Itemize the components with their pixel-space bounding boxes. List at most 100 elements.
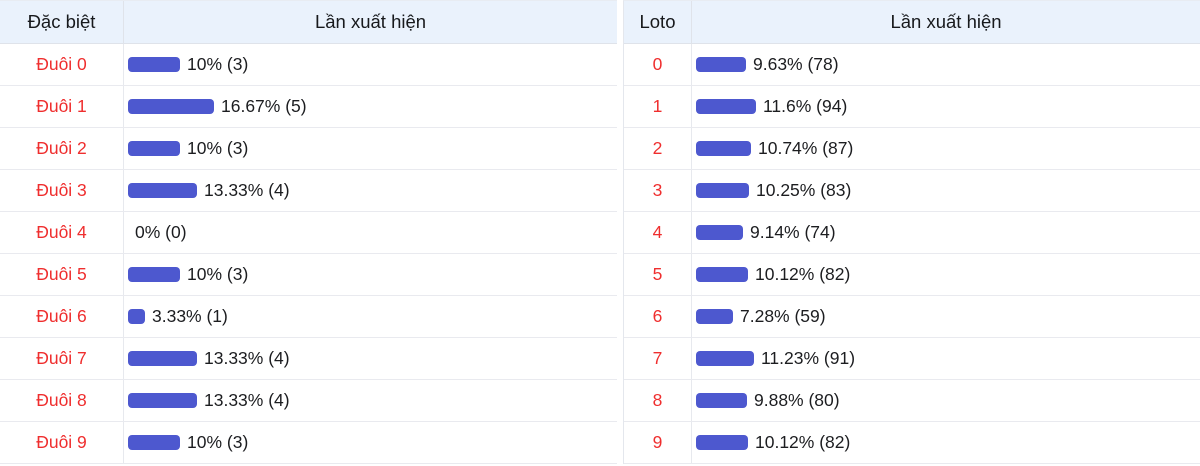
- table-row: Đuôi 5 10% (3): [0, 254, 617, 296]
- frequency-value: 10.12% (82): [755, 432, 851, 452]
- frequency-cell: 10.12% (82): [692, 422, 1200, 463]
- frequency-value: 3.33% (1): [152, 306, 228, 326]
- frequency-cell: 10% (3): [124, 254, 617, 295]
- digit-label: 3: [624, 170, 692, 211]
- table-row: Đuôi 2 10% (3): [0, 128, 617, 170]
- digit-label: 4: [624, 212, 692, 253]
- loto-stats-table: Loto Lần xuất hiện 0 9.63% (78) 1 11.6% …: [623, 0, 1200, 464]
- frequency-bar: [696, 183, 749, 198]
- frequency-bar: [128, 351, 197, 366]
- frequency-cell: 11.23% (91): [692, 338, 1200, 379]
- frequency-cell: 3.33% (1): [124, 296, 617, 337]
- table-row: 2 10.74% (87): [624, 128, 1200, 170]
- frequency-bar: [696, 351, 754, 366]
- table-row: 0 9.63% (78): [624, 44, 1200, 86]
- digit-label: 5: [624, 254, 692, 295]
- frequency-bar: [128, 141, 180, 156]
- digit-label: 9: [624, 422, 692, 463]
- digit-label: 2: [624, 128, 692, 169]
- table-row: 4 9.14% (74): [624, 212, 1200, 254]
- digit-label: 0: [624, 44, 692, 85]
- frequency-bar: [128, 393, 197, 408]
- frequency-value: 7.28% (59): [740, 306, 826, 326]
- frequency-value: 10% (3): [187, 264, 249, 284]
- table-row: Đuôi 9 10% (3): [0, 422, 617, 464]
- frequency-bar: [696, 393, 747, 408]
- frequency-cell: 10% (3): [124, 422, 617, 463]
- frequency-bar: [128, 99, 214, 114]
- frequency-value: 11.23% (91): [761, 348, 856, 368]
- table-row: 5 10.12% (82): [624, 254, 1200, 296]
- frequency-value: 0% (0): [135, 222, 187, 242]
- digit-label: 7: [624, 338, 692, 379]
- frequency-bar: [696, 141, 751, 156]
- frequency-bar: [696, 57, 746, 72]
- frequency-cell: 13.33% (4): [124, 170, 617, 211]
- frequency-bar: [128, 183, 197, 198]
- frequency-bar: [696, 435, 748, 450]
- column-header-dac-biet: Đặc biệt: [0, 1, 124, 43]
- special-tail-stats-table: Đặc biệt Lần xuất hiện Đuôi 0 10% (3) Đu…: [0, 0, 617, 464]
- frequency-value: 10% (3): [187, 432, 249, 452]
- table-row: Đuôi 4 0% (0): [0, 212, 617, 254]
- frequency-bar: [128, 309, 145, 324]
- digit-label: Đuôi 7: [0, 338, 124, 379]
- table-row: 1 11.6% (94): [624, 86, 1200, 128]
- frequency-bar: [696, 267, 748, 282]
- frequency-cell: 10% (3): [124, 128, 617, 169]
- frequency-value: 10.25% (83): [756, 180, 852, 200]
- frequency-bar: [128, 57, 180, 72]
- frequency-value: 10.12% (82): [755, 264, 851, 284]
- frequency-value: 13.33% (4): [204, 180, 290, 200]
- frequency-cell: 13.33% (4): [124, 380, 617, 421]
- digit-label: Đuôi 8: [0, 380, 124, 421]
- digit-label: Đuôi 0: [0, 44, 124, 85]
- frequency-value: 10% (3): [187, 138, 249, 158]
- frequency-value: 16.67% (5): [221, 96, 307, 116]
- frequency-cell: 16.67% (5): [124, 86, 617, 127]
- special-table-body: Đuôi 0 10% (3) Đuôi 1 16.67% (5) Đuôi 2 …: [0, 44, 617, 464]
- frequency-cell: 0% (0): [124, 212, 617, 253]
- frequency-value: 9.63% (78): [753, 54, 839, 74]
- table-row: Đuôi 1 16.67% (5): [0, 86, 617, 128]
- digit-label: Đuôi 2: [0, 128, 124, 169]
- frequency-cell: 9.63% (78): [692, 44, 1200, 85]
- frequency-bar: [696, 99, 756, 114]
- frequency-bar: [128, 435, 180, 450]
- frequency-cell: 9.88% (80): [692, 380, 1200, 421]
- table-header-row: Đặc biệt Lần xuất hiện: [0, 1, 617, 44]
- digit-label: Đuôi 3: [0, 170, 124, 211]
- frequency-bar: [696, 309, 733, 324]
- frequency-bar: [696, 225, 743, 240]
- table-row: Đuôi 6 3.33% (1): [0, 296, 617, 338]
- frequency-cell: 11.6% (94): [692, 86, 1200, 127]
- table-row: 3 10.25% (83): [624, 170, 1200, 212]
- frequency-value: 13.33% (4): [204, 390, 290, 410]
- table-row: 6 7.28% (59): [624, 296, 1200, 338]
- table-row: Đuôi 7 13.33% (4): [0, 338, 617, 380]
- digit-label: 6: [624, 296, 692, 337]
- column-header-lan-xuat-hien: Lần xuất hiện: [314, 11, 427, 32]
- table-row: Đuôi 3 13.33% (4): [0, 170, 617, 212]
- digit-label: 1: [624, 86, 692, 127]
- frequency-cell: 7.28% (59): [692, 296, 1200, 337]
- frequency-value: 10.74% (87): [758, 138, 854, 158]
- frequency-value: 13.33% (4): [204, 348, 290, 368]
- table-header-row: Loto Lần xuất hiện: [624, 1, 1200, 44]
- frequency-bar: [128, 267, 180, 282]
- table-row: 8 9.88% (80): [624, 380, 1200, 422]
- digit-label: Đuôi 4: [0, 212, 124, 253]
- frequency-cell: 13.33% (4): [124, 338, 617, 379]
- table-row: Đuôi 8 13.33% (4): [0, 380, 617, 422]
- frequency-value: 10% (3): [187, 54, 249, 74]
- frequency-value: 9.14% (74): [750, 222, 836, 242]
- loto-table-body: 0 9.63% (78) 1 11.6% (94) 2 10.74% (87) …: [624, 44, 1200, 464]
- frequency-cell: 10.74% (87): [692, 128, 1200, 169]
- column-header-lan-xuat-hien: Lần xuất hiện: [890, 11, 1002, 32]
- table-row: 7 11.23% (91): [624, 338, 1200, 380]
- frequency-cell: 10% (3): [124, 44, 617, 85]
- digit-label: Đuôi 5: [0, 254, 124, 295]
- frequency-cell: 9.14% (74): [692, 212, 1200, 253]
- table-row: Đuôi 0 10% (3): [0, 44, 617, 86]
